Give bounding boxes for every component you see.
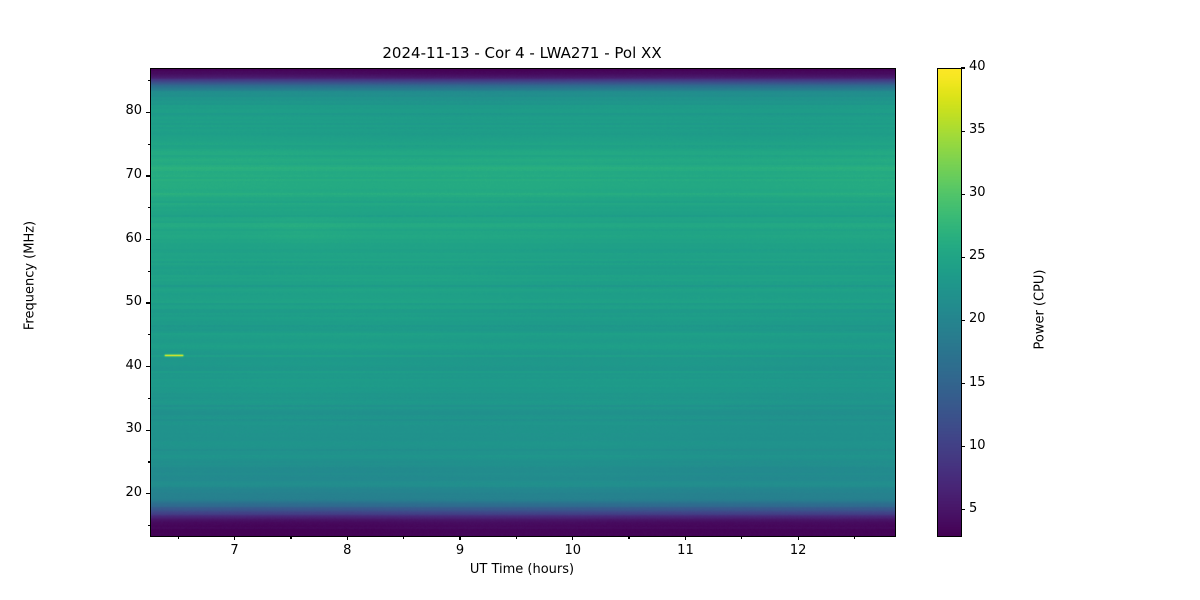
colorbar-tick-label: 10 [969, 437, 986, 453]
x-tick-label: 7 [230, 543, 239, 558]
y-tick-label: 50 [125, 294, 142, 310]
y-tick-label: 80 [125, 103, 142, 119]
y-tick-label: 40 [125, 357, 142, 373]
colorbar-tick-label: 15 [969, 374, 986, 390]
x-tick-label: 10 [564, 543, 581, 558]
colorbar-gradient [938, 69, 961, 536]
x-tick-label: 9 [455, 543, 465, 558]
y-axis-label: Frequency (MHz) [22, 220, 38, 331]
x-tick-label: 12 [789, 543, 807, 558]
x-axis-label: UT Time (hours) [469, 562, 575, 577]
colorbar-tick-label: 20 [969, 311, 986, 327]
plot-title: 2024-11-13 - Cor 4 - LWA271 - Pol XX [382, 44, 662, 62]
y-tick-label: 30 [125, 421, 142, 437]
x-tick-label: 8 [343, 543, 352, 558]
y-tick-label: 70 [125, 167, 142, 182]
colorbar-tick-label: 25 [969, 248, 986, 264]
colorbar-label: Power (CPU) [1032, 269, 1048, 350]
colorbar-tick-label: 40 [969, 59, 986, 74]
colorbar [937, 68, 962, 537]
spectrogram-image [151, 69, 895, 536]
colorbar-tick-label: 35 [969, 122, 986, 138]
colorbar-tick-label: 30 [969, 185, 986, 201]
x-tick-label: 11 [677, 543, 694, 558]
y-tick-label: 20 [125, 484, 142, 500]
colorbar-ticks: 5 10 15 20 25 30 35 40 [961, 59, 1081, 535]
spectrogram-axes [150, 68, 896, 537]
y-tick-label: 60 [125, 230, 142, 246]
colorbar-tick-label: 5 [969, 500, 978, 516]
